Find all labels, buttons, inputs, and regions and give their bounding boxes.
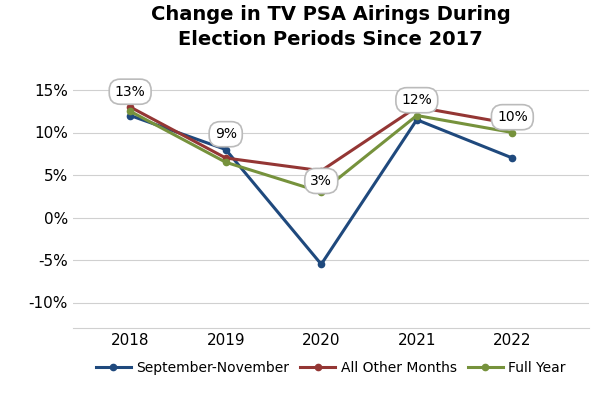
All Other Months: [126, 104, 134, 109]
Full Year: [126, 109, 134, 114]
All Other Months: [509, 122, 516, 126]
Title: Change in TV PSA Airings During
Election Periods Since 2017: Change in TV PSA Airings During Election…: [151, 5, 510, 49]
September-November: [413, 117, 421, 122]
Text: 13%: 13%: [115, 85, 146, 99]
September-November: [222, 147, 229, 152]
Text: 10%: 10%: [497, 110, 527, 124]
All Other Months: [413, 104, 421, 109]
Text: 9%: 9%: [215, 127, 237, 141]
September-November: [509, 156, 516, 160]
Line: All Other Months: All Other Months: [127, 104, 515, 174]
Full Year: [509, 130, 516, 135]
Legend: September-November, All Other Months, Full Year: September-November, All Other Months, Fu…: [90, 356, 571, 381]
All Other Months: [222, 156, 229, 160]
Line: Full Year: Full Year: [127, 108, 515, 195]
Full Year: [222, 160, 229, 165]
September-November: [126, 113, 134, 118]
Full Year: [413, 113, 421, 118]
September-November: [317, 262, 325, 267]
Text: 12%: 12%: [401, 93, 432, 107]
Line: September-November: September-November: [127, 112, 515, 267]
All Other Months: [317, 168, 325, 173]
Full Year: [317, 190, 325, 194]
Text: 3%: 3%: [310, 174, 332, 188]
